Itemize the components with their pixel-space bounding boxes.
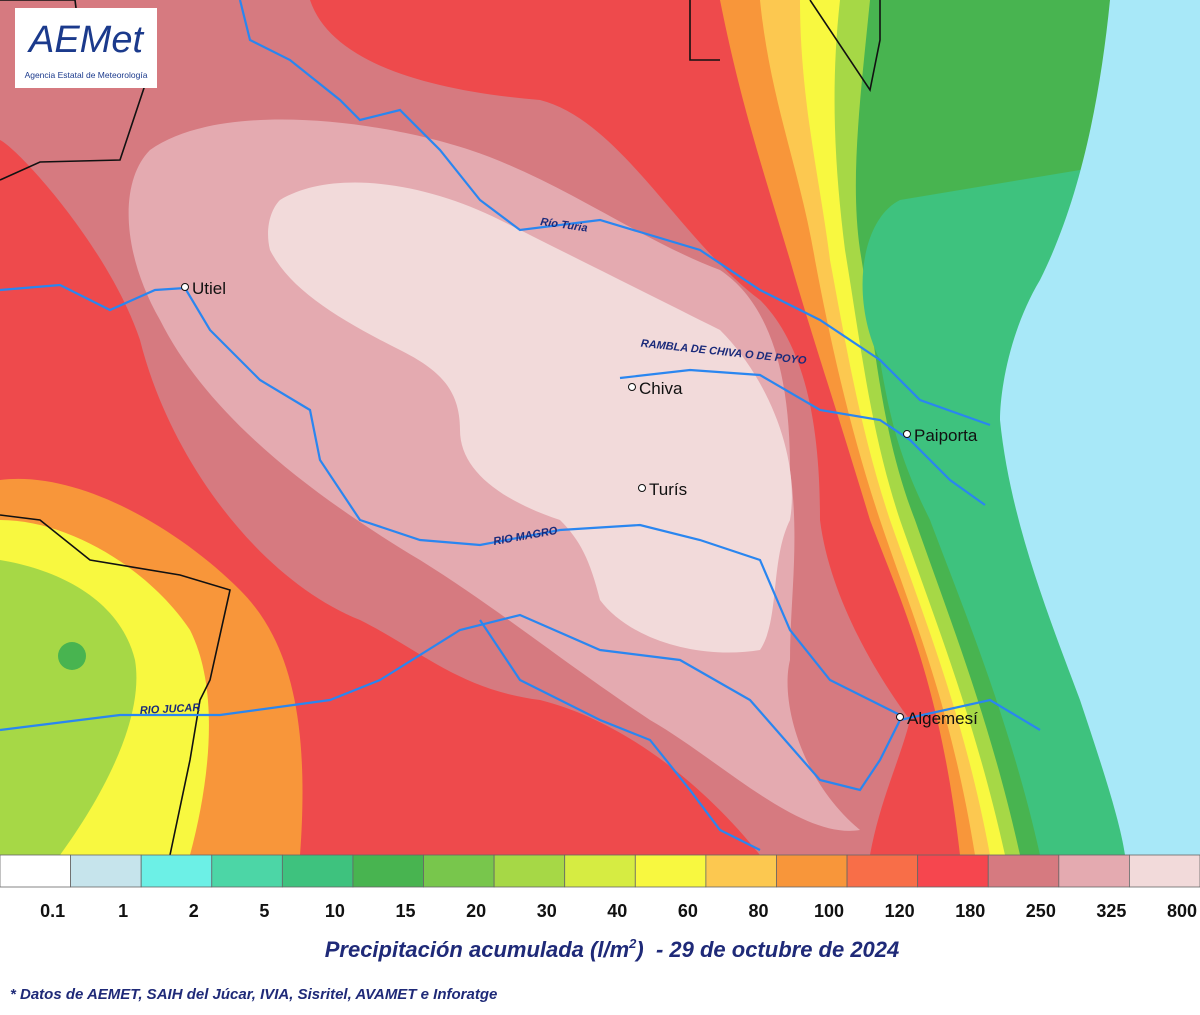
legend-label: 120: [885, 901, 915, 921]
map: [0, 0, 1200, 856]
legend-swatch: [281, 854, 354, 888]
town-label: Utiel: [192, 279, 226, 298]
town-label: Turís: [649, 480, 687, 499]
town-label: Algemesí: [907, 709, 978, 728]
legend-swatch: [1058, 854, 1130, 888]
legend-label: 5: [259, 901, 269, 921]
legend-swatch: [1129, 854, 1200, 888]
legend-label: 10: [325, 901, 345, 921]
town-label: Paiporta: [914, 426, 978, 445]
legend-swatch: [917, 854, 989, 888]
legend-swatch: [493, 854, 566, 888]
legend-label: 0.1: [40, 901, 65, 921]
legend-swatch: [70, 854, 142, 888]
title-superscript: 2: [628, 936, 637, 951]
legend-swatch: [846, 854, 919, 888]
legend-label: 250: [1026, 901, 1056, 921]
legend-label: 15: [396, 901, 416, 921]
legend-swatch: [705, 854, 777, 888]
legend-label: 80: [748, 901, 768, 921]
logo-brand: AEMet: [27, 19, 144, 61]
legend-swatch: [634, 854, 707, 888]
legend: 0.1 1 2 5 10 15 20 30 40 60 80 100 120 180 250 325 800: [0, 854, 1200, 921]
legend-swatch: [987, 854, 1060, 888]
legend-label: 30: [537, 901, 557, 921]
river-label: RIO JUCAR: [140, 702, 201, 717]
legend-label: 20: [466, 901, 486, 921]
legend-label: 100: [814, 901, 844, 921]
legend-swatch: [564, 854, 636, 888]
legend-swatch: [352, 854, 424, 888]
legend-label: 325: [1096, 901, 1126, 921]
logo-subtitle: Agencia Estatal de Meteorología: [25, 70, 148, 80]
legend-label: 60: [678, 901, 698, 921]
town-label: Chiva: [639, 379, 683, 398]
title-text: Precipitación acumulada (l/m: [325, 937, 629, 962]
legend-swatch: [211, 854, 283, 888]
legend-swatch: [0, 854, 71, 888]
title-suffix: ) - 29 de octubre de 2024: [634, 937, 899, 962]
legend-label: 40: [607, 901, 627, 921]
footnote: * Datos de AEMET, SAIH del Júcar, IVIA, …: [10, 986, 497, 1003]
legend-swatch: [776, 854, 848, 888]
legend-swatch: [423, 854, 495, 888]
legend-swatch: [140, 854, 213, 888]
legend-label: 180: [955, 901, 985, 921]
legend-label: 800: [1167, 901, 1197, 921]
towns: Utiel Chiva Turís Paiporta Algemesí: [181, 279, 978, 728]
title: Precipitación acumulada (l/m2) - 29 de o…: [325, 936, 900, 962]
legend-label: 1: [118, 901, 128, 921]
legend-label: 2: [189, 901, 199, 921]
